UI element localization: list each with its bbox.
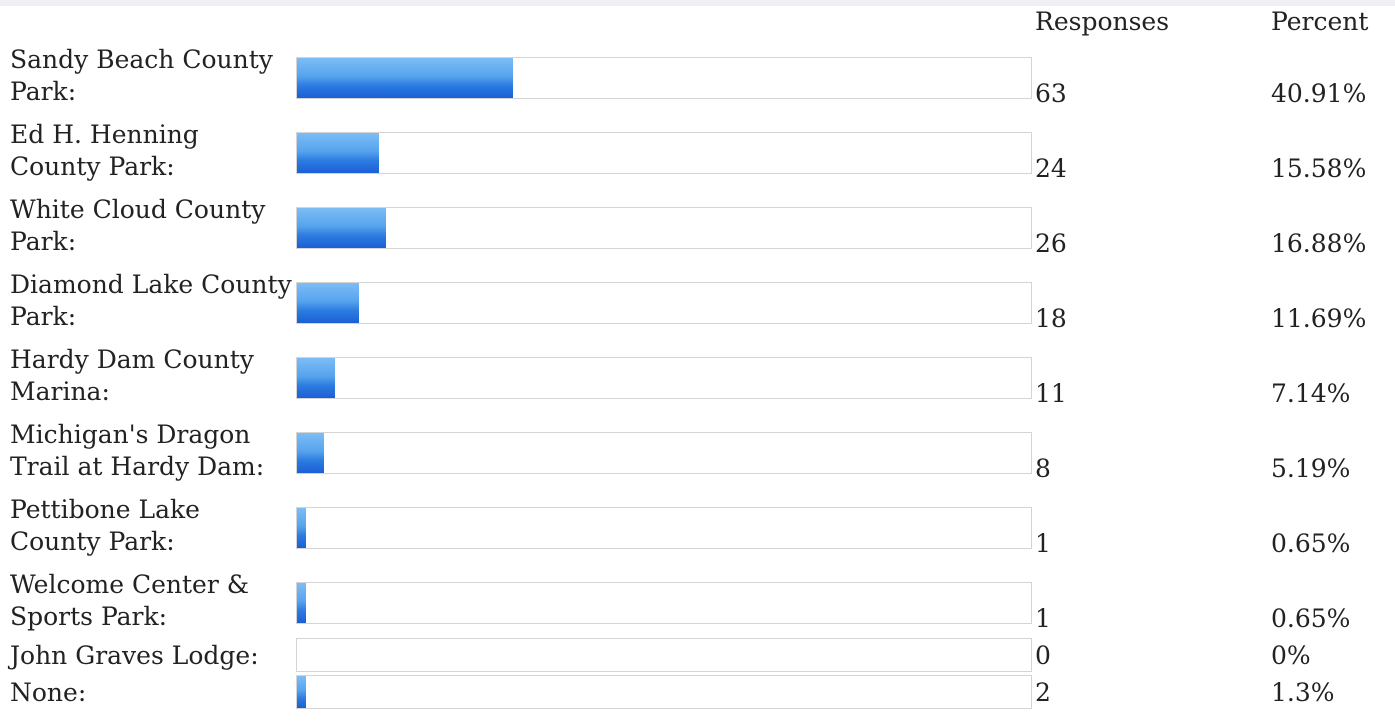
table-row: Ed H. Henning County Park: 24 15.58% [0,113,1395,188]
response-count: 18 [1035,304,1067,333]
category-label: John Graves Lodge: [10,641,259,670]
category-label: Ed H. Henning County Park: [10,120,199,181]
category-label: Welcome Center & Sports Park: [10,570,249,631]
response-percent: 15.58% [1271,154,1367,183]
bar [297,508,306,548]
response-count: 2 [1035,678,1051,707]
bar [297,583,306,623]
response-count: 1 [1035,529,1051,558]
response-percent: 16.88% [1271,229,1367,258]
response-count: 8 [1035,454,1051,483]
table-row: Michigan's Dragon Trail at Hardy Dam: 8 5.… [0,413,1395,488]
table-row: None: 2 1.3% [0,675,1395,712]
table-row: White Cloud County Park: 26 16.88% [0,188,1395,263]
response-count: 24 [1035,154,1067,183]
category-label: White Cloud County Park: [10,195,266,256]
bar-track [296,507,1032,549]
bar-track [296,432,1032,474]
bar [297,358,335,398]
bar-track [296,675,1032,709]
response-percent: 0.65% [1271,604,1351,633]
category-label: Diamond Lake County Park: [10,270,292,331]
bar-track [296,357,1032,399]
response-count: 11 [1035,379,1067,408]
response-count: 26 [1035,229,1067,258]
response-percent: 0% [1271,641,1311,670]
bar-track [296,638,1032,672]
category-label: Michigan's Dragon Trail at Hardy Dam: [10,420,265,481]
header-divider [0,0,1395,6]
response-percent: 0.65% [1271,529,1351,558]
response-percent: 11.69% [1271,304,1367,333]
bar-track [296,282,1032,324]
response-count: 1 [1035,604,1051,633]
category-label: Hardy Dam County Marina: [10,345,254,406]
bar-track [296,57,1032,99]
response-percent: 1.3% [1271,678,1335,707]
table-row: Sandy Beach County Park: 63 40.91% [0,38,1395,113]
table-row: Hardy Dam County Marina: 11 7.14% [0,338,1395,413]
category-label: Sandy Beach County Park: [10,45,273,106]
responses-column-header: Responses [1035,7,1170,36]
bar-track [296,207,1032,249]
bar-track [296,132,1032,174]
bar [297,283,359,323]
response-count: 0 [1035,641,1051,670]
table-row: Welcome Center & Sports Park: 1 0.65% [0,563,1395,638]
bar [297,133,380,173]
response-percent: 5.19% [1271,454,1351,483]
bar [297,208,387,248]
bar [297,58,513,98]
category-label: None: [10,678,87,707]
category-label: Pettibone Lake County Park: [10,495,200,556]
bar-track [296,582,1032,624]
response-count: 63 [1035,79,1067,108]
table-header: Responses Percent [0,0,1395,36]
response-percent: 7.14% [1271,379,1351,408]
percent-column-header: Percent [1271,7,1369,36]
table-row: Pettibone Lake County Park: 1 0.65% [0,488,1395,563]
bar [297,433,325,473]
table-row: Diamond Lake County Park: 18 11.69% [0,263,1395,338]
response-percent: 40.91% [1271,79,1367,108]
bar [297,676,306,708]
table-row: John Graves Lodge: 0 0% [0,638,1395,675]
